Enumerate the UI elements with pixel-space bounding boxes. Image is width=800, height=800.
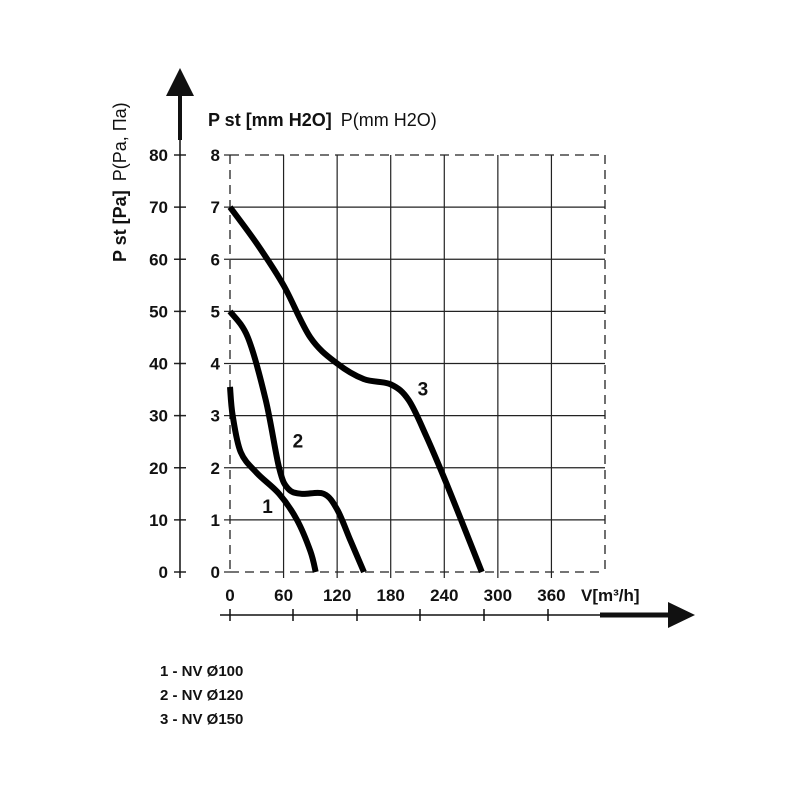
y-tick-label-pa: 20: [149, 459, 168, 478]
x-tick-label: 360: [537, 586, 565, 605]
x-tick-label: 180: [377, 586, 405, 605]
y-tick-label-pa: 60: [149, 250, 168, 269]
y-tick-label-pa: 0: [159, 563, 168, 582]
curve-2: [227, 309, 367, 574]
y-tick-label-mm: 0: [211, 563, 220, 582]
tick-labels: 0 60 120 180 240 300 3600011022033044055066077…: [149, 146, 566, 605]
x-axis-title: V[m³/h]: [581, 586, 640, 605]
y-tick-label-mm: 5: [211, 302, 220, 321]
y-tick-label-mm: 8: [211, 146, 220, 165]
axes: [166, 68, 695, 628]
y-tick-label-mm: 7: [211, 198, 220, 217]
y-axis-title: P st [Pa] P(Pa, Па): [110, 102, 130, 262]
legend-item-2: 2 - NV Ø120: [160, 687, 244, 704]
y-tick-label-mm: 6: [211, 250, 220, 269]
y-tick-label-mm: 2: [211, 459, 220, 478]
curve-1: [227, 386, 319, 573]
curve-3: [227, 205, 485, 574]
legend-item-3: 3 - NV Ø150: [160, 711, 244, 728]
curve-label-3: 3: [418, 380, 429, 401]
y-tick-label-pa: 50: [149, 302, 168, 321]
y-tick-label-mm: 3: [211, 407, 220, 426]
top-axis-title: P st [mm H2O] P(mm H2O): [208, 110, 437, 130]
x-tick-label: 240: [430, 586, 458, 605]
curve-label-2: 2: [293, 432, 304, 453]
y-tick-label-pa: 70: [149, 198, 168, 217]
y-tick-label-pa: 80: [149, 146, 168, 165]
y-tick-label-pa: 30: [149, 407, 168, 426]
right-arrow-icon: [668, 602, 695, 628]
grid: [224, 154, 606, 578]
up-arrow-icon: [166, 68, 194, 96]
x-tick-label: 120: [323, 586, 351, 605]
y-tick-label-pa: 40: [149, 355, 168, 374]
legend: 1 - NV Ø100 2 - NV Ø120 3 - NV Ø150: [160, 660, 243, 732]
y-tick-label-pa: 10: [149, 511, 168, 530]
x-tick-label: 0: [225, 586, 234, 605]
legend-item-1: 1 - NV Ø100: [160, 663, 244, 680]
curve-label-1: 1: [262, 497, 273, 518]
curves: [227, 205, 485, 574]
x-tick-label: 300: [484, 586, 512, 605]
y-tick-label-mm: 1: [211, 511, 220, 530]
y-tick-label-mm: 4: [211, 355, 221, 374]
x-tick-label: 60: [274, 586, 293, 605]
